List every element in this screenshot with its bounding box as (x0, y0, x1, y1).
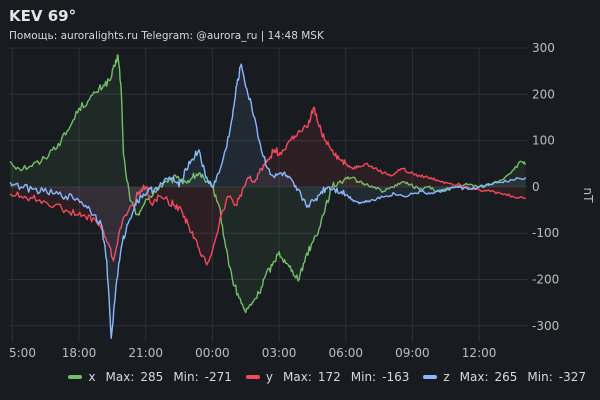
legend-max-label-y: Max: (283, 370, 312, 384)
legend-min-x: -271 (204, 370, 232, 384)
legend-label-z: z (443, 370, 450, 384)
legend-label-x: x (88, 370, 96, 384)
x-tick-label: 03:00 (262, 346, 297, 360)
series-area-x (10, 54, 526, 313)
legend-swatch-z (423, 375, 438, 379)
legend-label-y: y (265, 370, 273, 384)
legend-max-x: 285 (140, 370, 164, 384)
legend-min-label-y: Min: (350, 370, 377, 384)
x-tick-label: 21:00 (128, 346, 163, 360)
series-area-y (10, 107, 526, 265)
legend-item-z[interactable]: z Max: 265 Min: -327 (423, 370, 586, 384)
legend-max-z: 265 (494, 370, 518, 384)
legend-min-label-z: Min: (527, 370, 553, 384)
series-line-z (9, 63, 527, 339)
y-tick-label: 300 (532, 41, 555, 55)
legend: x Max: 285 Min: -271 y Max: 172 Min: -16… (68, 370, 586, 384)
y-axis-label: nT (581, 188, 595, 204)
x-tick-label: 00:00 (195, 346, 230, 360)
grid (9, 47, 528, 342)
x-axis: 5:00 18:00 21:00 00:00 03:00 06:00 09:00 12:00 (9, 346, 496, 360)
legend-max-label-x: Max: (105, 370, 135, 384)
legend-swatch-x (68, 375, 83, 379)
series-layer (9, 54, 527, 339)
y-axis: 300 200 100 0 -100 -200 -300 (532, 41, 559, 333)
legend-item-x[interactable]: x Max: 285 Min: -271 (68, 370, 232, 384)
x-tick-label: 12:00 (462, 346, 497, 360)
x-tick-label: 09:00 (395, 346, 430, 360)
legend-max-y: 172 (317, 370, 341, 384)
y-tick-label: 0 (532, 180, 540, 194)
x-tick-label: 5:00 (9, 346, 36, 360)
legend-min-z: -327 (558, 370, 586, 384)
x-tick-label: 06:00 (328, 346, 363, 360)
y-tick-label: -300 (532, 319, 559, 333)
series-area-z (10, 64, 526, 339)
legend-max-label-z: Max: (459, 370, 489, 384)
series-line-x (9, 54, 527, 314)
panel-subtitle: Помощь: auroralights.ru Telegram: @auror… (9, 30, 324, 42)
legend-item-y[interactable]: y Max: 172 Min: -163 (245, 370, 410, 384)
legend-min-y: -163 (382, 370, 410, 384)
y-tick-label: 100 (532, 134, 555, 148)
legend-min-label-x: Min: (173, 370, 199, 384)
panel-title: KEV 69° (9, 7, 77, 25)
series-line-y (9, 106, 526, 266)
y-tick-label: -200 (532, 272, 559, 286)
x-tick-label: 18:00 (62, 346, 97, 360)
legend-swatch-y (245, 375, 260, 379)
y-tick-label: 200 (532, 87, 555, 101)
y-tick-label: -100 (532, 226, 559, 240)
